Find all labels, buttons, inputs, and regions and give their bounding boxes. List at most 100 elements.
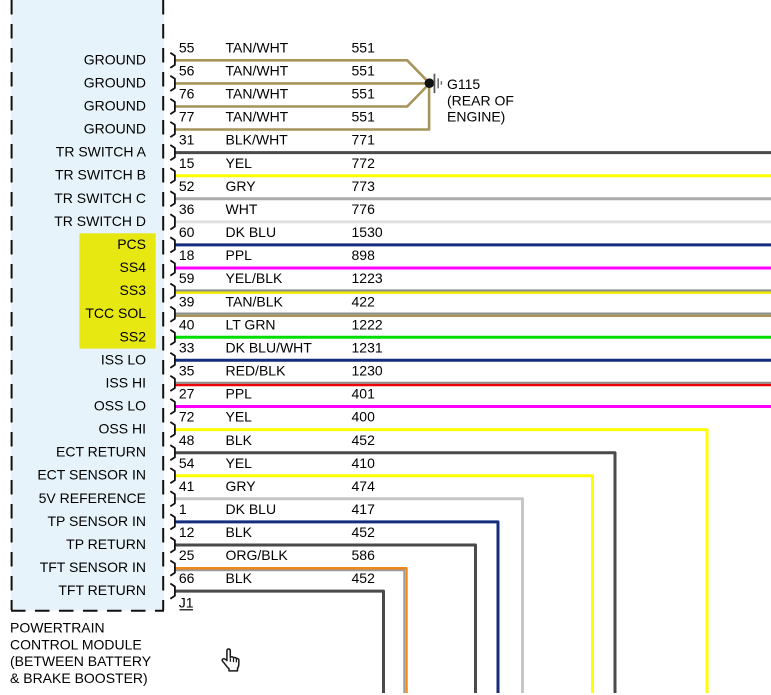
svg-text:25: 25	[179, 547, 195, 563]
svg-text:15: 15	[179, 155, 195, 171]
svg-text:BLK/WHT: BLK/WHT	[226, 132, 289, 148]
svg-text:18: 18	[179, 247, 195, 263]
svg-text:TR SWITCH A: TR SWITCH A	[56, 144, 147, 160]
svg-text:36: 36	[179, 201, 195, 217]
svg-text:ISS HI: ISS HI	[106, 374, 146, 390]
svg-text:551: 551	[352, 109, 376, 125]
svg-text:54: 54	[179, 455, 195, 471]
svg-text:55: 55	[179, 39, 195, 55]
svg-text:TP RETURN: TP RETURN	[66, 536, 146, 552]
svg-text:417: 417	[352, 501, 376, 517]
svg-text:452: 452	[352, 524, 376, 540]
svg-text:TAN/WHT: TAN/WHT	[226, 86, 289, 102]
svg-text:TR SWITCH C: TR SWITCH C	[54, 190, 146, 206]
svg-text:(REAR OF: (REAR OF	[447, 92, 514, 108]
svg-text:40: 40	[179, 316, 195, 332]
svg-text:ORG/BLK: ORG/BLK	[226, 547, 289, 563]
svg-text:CONTROL MODULE: CONTROL MODULE	[10, 636, 142, 652]
svg-text:776: 776	[352, 201, 376, 217]
svg-text:1530: 1530	[352, 224, 383, 240]
svg-text:GROUND: GROUND	[84, 51, 146, 67]
svg-text:TR SWITCH B: TR SWITCH B	[55, 167, 146, 183]
svg-text:31: 31	[179, 132, 195, 148]
svg-text:SS3: SS3	[120, 282, 147, 298]
svg-text:TFT RETURN: TFT RETURN	[58, 582, 146, 598]
svg-text:410: 410	[352, 455, 376, 471]
svg-text:TAN/WHT: TAN/WHT	[226, 39, 289, 55]
svg-text:GROUND: GROUND	[84, 74, 146, 90]
svg-text:DK BLU/WHT: DK BLU/WHT	[226, 339, 313, 355]
svg-text:1: 1	[179, 501, 187, 517]
svg-text:TAN/BLK: TAN/BLK	[226, 293, 284, 309]
svg-text:72: 72	[179, 409, 195, 425]
svg-text:35: 35	[179, 363, 195, 379]
svg-text:422: 422	[352, 293, 376, 309]
svg-text:586: 586	[352, 547, 376, 563]
svg-text:WHT: WHT	[226, 201, 258, 217]
svg-text:1223: 1223	[352, 270, 383, 286]
svg-text:773: 773	[352, 178, 376, 194]
svg-text:TAN/WHT: TAN/WHT	[226, 63, 289, 79]
svg-text:ISS LO: ISS LO	[101, 351, 146, 367]
svg-text:41: 41	[179, 478, 195, 494]
svg-text:(BETWEEN BATTERY: (BETWEEN BATTERY	[10, 653, 152, 669]
svg-text:ECT RETURN: ECT RETURN	[56, 444, 146, 460]
svg-text:GROUND: GROUND	[84, 98, 146, 114]
svg-text:YEL: YEL	[226, 455, 253, 471]
svg-text:YEL/BLK: YEL/BLK	[226, 270, 283, 286]
svg-text:GRY: GRY	[226, 478, 257, 494]
svg-text:60: 60	[179, 224, 195, 240]
svg-text:52: 52	[179, 178, 195, 194]
svg-text:551: 551	[352, 39, 376, 55]
svg-text:452: 452	[352, 432, 376, 448]
svg-text:ENGINE): ENGINE)	[447, 109, 505, 125]
svg-text:551: 551	[352, 86, 376, 102]
svg-text:1230: 1230	[352, 363, 383, 379]
svg-text:TFT SENSOR IN: TFT SENSOR IN	[40, 559, 146, 575]
svg-text:BLK: BLK	[226, 570, 253, 586]
svg-text:TP SENSOR IN: TP SENSOR IN	[47, 513, 146, 529]
svg-text:BLK: BLK	[226, 524, 253, 540]
svg-text:TAN/WHT: TAN/WHT	[226, 109, 289, 125]
svg-text:771: 771	[352, 132, 376, 148]
svg-text:ECT SENSOR IN: ECT SENSOR IN	[37, 467, 146, 483]
svg-text:12: 12	[179, 524, 195, 540]
svg-text:LT GRN: LT GRN	[226, 316, 276, 332]
svg-text:OSS HI: OSS HI	[99, 421, 146, 437]
svg-text:SS4: SS4	[120, 259, 147, 275]
svg-text:DK BLU: DK BLU	[226, 224, 277, 240]
svg-text:TR SWITCH D: TR SWITCH D	[54, 213, 146, 229]
svg-text:TCC SOL: TCC SOL	[85, 305, 146, 321]
svg-text:772: 772	[352, 155, 376, 171]
svg-text:33: 33	[179, 339, 195, 355]
svg-text:76: 76	[179, 86, 195, 102]
svg-text:POWERTRAIN: POWERTRAIN	[10, 620, 105, 636]
svg-text:898: 898	[352, 247, 376, 263]
svg-text:401: 401	[352, 386, 376, 402]
svg-text:GROUND: GROUND	[84, 121, 146, 137]
svg-text:RED/BLK: RED/BLK	[226, 363, 287, 379]
svg-text:G115: G115	[447, 76, 480, 92]
svg-text:474: 474	[352, 478, 376, 494]
svg-text:GRY: GRY	[226, 178, 257, 194]
svg-text:48: 48	[179, 432, 195, 448]
svg-text:OSS LO: OSS LO	[94, 398, 146, 414]
svg-text:27: 27	[179, 386, 195, 402]
svg-text:PCS: PCS	[117, 236, 146, 252]
svg-text:39: 39	[179, 293, 195, 309]
svg-text:5V REFERENCE: 5V REFERENCE	[39, 490, 146, 506]
svg-text:BLK: BLK	[226, 432, 253, 448]
svg-text:59: 59	[179, 270, 195, 286]
svg-text:452: 452	[352, 570, 376, 586]
svg-text:J1: J1	[179, 595, 194, 611]
svg-text:1222: 1222	[352, 316, 383, 332]
svg-text:SS2: SS2	[120, 328, 147, 344]
svg-text:YEL: YEL	[226, 155, 253, 171]
svg-text:1231: 1231	[352, 339, 383, 355]
svg-text:& BRAKE BOOSTER): & BRAKE BOOSTER)	[10, 670, 148, 686]
svg-text:77: 77	[179, 109, 195, 125]
svg-text:551: 551	[352, 63, 376, 79]
svg-text:PPL: PPL	[226, 247, 253, 263]
svg-text:DK BLU: DK BLU	[226, 501, 277, 517]
svg-text:400: 400	[352, 409, 376, 425]
